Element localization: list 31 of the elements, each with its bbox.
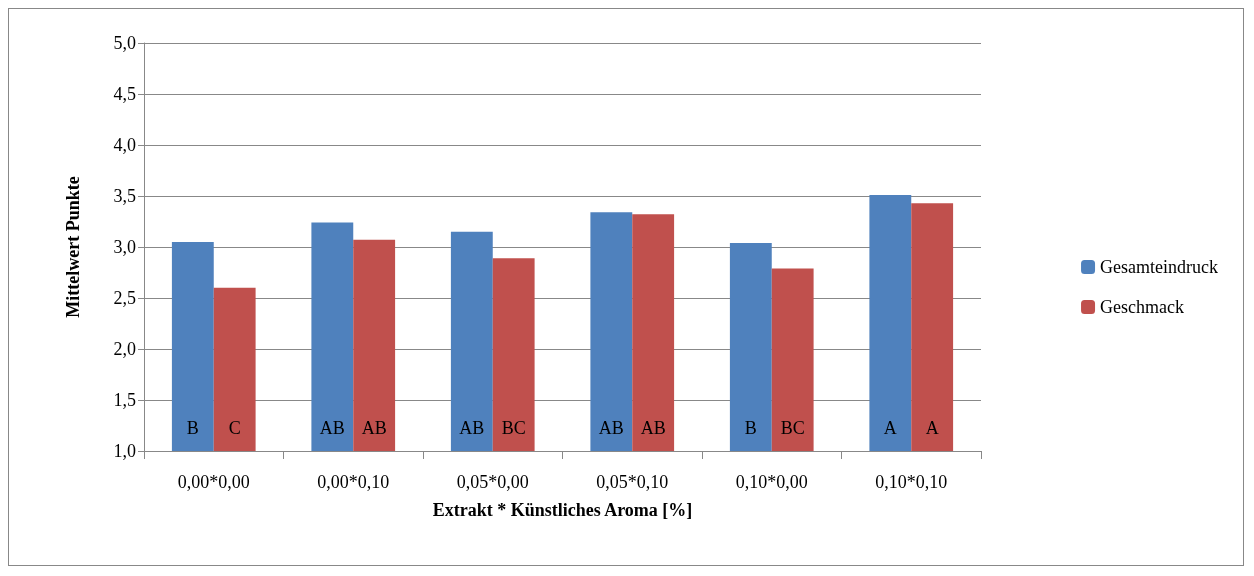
x-tick-label: 0,00*0,10 [317, 472, 390, 492]
legend-label: Gesamteindruck [1100, 257, 1219, 277]
y-tick-label: 3,0 [113, 237, 136, 257]
x-axis-title: Extrakt * Künstliches Aroma [%] [432, 500, 693, 520]
y-tick-label: 4,0 [113, 135, 136, 155]
y-tick-label: 3,5 [113, 186, 136, 206]
y-tick-label: 4,5 [113, 84, 136, 104]
data-label: AB [459, 418, 485, 438]
x-tick-label: 0,05*0,00 [456, 472, 529, 492]
x-tick-label: 0,10*0,10 [875, 472, 948, 492]
y-tick-label: 2,5 [113, 288, 136, 308]
data-label: AB [640, 418, 666, 438]
legend-label: Geschmack [1100, 297, 1185, 317]
y-tick-label: 1,0 [113, 441, 136, 461]
x-tick-label: 0,10*0,00 [735, 472, 808, 492]
data-label: B [744, 418, 757, 438]
y-tick-label: 1,5 [113, 390, 136, 410]
data-label: BC [780, 418, 805, 438]
x-tick-label: 0,00*0,00 [177, 472, 250, 492]
data-label: A [925, 418, 939, 438]
data-label: AB [319, 418, 345, 438]
data-label: A [883, 418, 897, 438]
data-label: C [228, 418, 241, 438]
data-label: AB [361, 418, 387, 438]
x-tick-label: 0,05*0,10 [596, 472, 669, 492]
y-axis-title: Mittelwert Punkte [63, 176, 83, 318]
data-label: BC [501, 418, 526, 438]
y-tick-label: 2,0 [113, 339, 136, 359]
y-tick-label: 5,0 [113, 33, 136, 53]
data-label: B [186, 418, 199, 438]
data-label: AB [598, 418, 624, 438]
